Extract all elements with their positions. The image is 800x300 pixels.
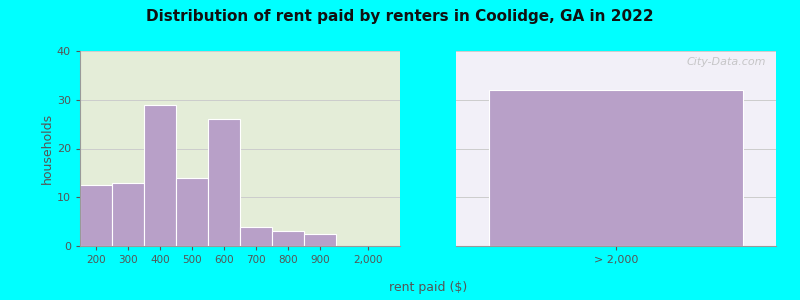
- Bar: [208, 119, 240, 246]
- Bar: [490, 90, 742, 246]
- Bar: [80, 185, 112, 246]
- Bar: [272, 231, 304, 246]
- Bar: [176, 178, 208, 246]
- Text: rent paid ($): rent paid ($): [389, 281, 467, 294]
- Bar: [240, 226, 272, 246]
- Bar: [112, 183, 144, 246]
- Text: Distribution of rent paid by renters in Coolidge, GA in 2022: Distribution of rent paid by renters in …: [146, 9, 654, 24]
- Text: City-Data.com: City-Data.com: [687, 57, 766, 67]
- Bar: [304, 234, 336, 246]
- Bar: [144, 105, 176, 246]
- Y-axis label: households: households: [41, 113, 54, 184]
